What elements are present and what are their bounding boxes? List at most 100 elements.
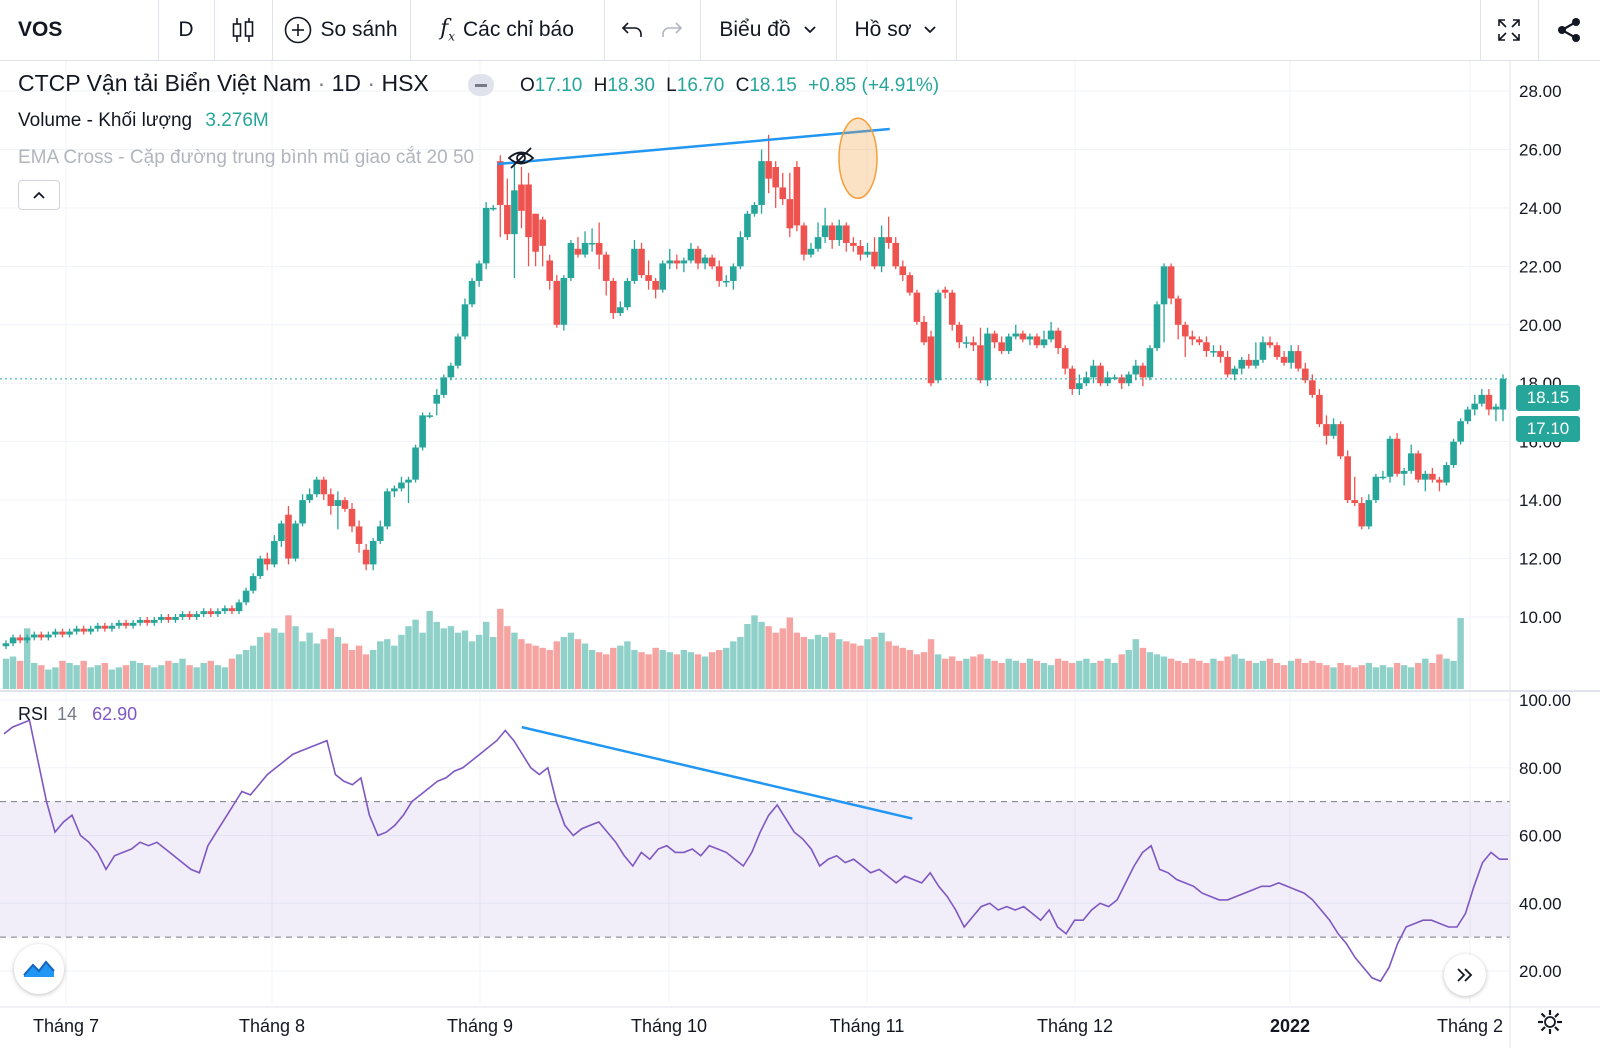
candle-body [143,619,151,623]
candle-body [320,479,328,495]
volume-bar [151,667,158,689]
candle-body [864,251,871,255]
volume-bar [1450,660,1457,689]
candle-body [504,204,511,235]
fullscreen-button[interactable] [1480,0,1538,60]
chart-type-button[interactable] [214,0,272,60]
l-value: 16.70 [676,75,725,96]
candle-body [666,260,674,264]
volume-bar [1076,660,1083,689]
volume-bar [949,656,956,689]
volume-bar [1153,654,1161,689]
volume-bar [1415,663,1422,689]
candle-body [263,558,271,565]
compare-button[interactable]: So sánh [272,0,410,60]
candle-body [1097,365,1104,384]
volume-bar [652,647,659,689]
volume-bar [1245,660,1252,689]
candle-body [292,523,299,559]
candle-body [779,187,787,200]
change-value: +0.85 (+4.91%) [808,75,940,96]
interval-button[interactable]: D [158,0,214,60]
volume-bar [821,637,829,689]
candle-body [588,242,596,245]
settings-button[interactable] [1536,1008,1564,1041]
candle-body [80,628,87,632]
collapse-legend-button[interactable] [18,180,60,210]
candle-body [1407,453,1415,471]
candle-body [45,634,52,638]
chevron-down-icon [924,26,937,34]
volume-bar [306,632,313,689]
c-value: 18.15 [749,75,797,96]
candle-body [1083,377,1090,384]
price-tick-label: 28.00 [1519,82,1562,101]
volume-bar [87,667,94,689]
time-tick-label: Tháng 11 [830,1016,905,1036]
volume-bar [1019,663,1027,689]
candle-body [1499,378,1507,410]
volume-bar [313,643,320,689]
profile-menu-button[interactable]: Hồ sơ [836,0,956,60]
volume-bar [1280,665,1288,689]
volume-bar [426,611,433,689]
candle-body [680,260,688,264]
volume-bar [285,615,292,689]
volume-bar [334,637,342,689]
volume-bar [1429,663,1436,689]
tradingview-logo-button[interactable] [14,944,64,994]
candle-body [602,254,610,281]
volume-bar [433,621,440,689]
share-icon [1558,18,1580,42]
volume-bar [1287,660,1295,689]
volume-bar [878,632,885,689]
volume-bar [9,656,17,689]
price-tick-label: 14.00 [1519,491,1562,510]
volume-bar [828,632,836,689]
hidden-eye-icon[interactable] [506,146,536,175]
candle-body [1450,441,1457,466]
volume-bar [814,634,822,689]
undo-button[interactable] [614,0,650,60]
volume-bar [115,667,123,689]
candle-body [52,631,59,635]
symbol-search[interactable]: VOS [18,0,158,60]
candle-body [906,275,914,293]
volume-bar [341,643,349,689]
volume-bar [1365,663,1373,689]
candle-body [327,494,335,506]
candle-body [1217,351,1224,357]
volume-bar [348,650,356,689]
redo-button[interactable] [654,0,690,60]
volume-bar [419,632,426,689]
candle-body [821,225,829,238]
candle-body [66,631,73,635]
candle-body [730,266,737,281]
indicators-button[interactable]: fx Các chỉ báo [410,0,604,60]
volume-bar [1224,656,1231,689]
chart-menu-button[interactable]: Biểu đồ [700,0,836,60]
candle-body [624,280,631,308]
scroll-to-realtime-button[interactable] [1444,954,1486,996]
candle-body [913,292,921,322]
share-button[interactable] [1538,0,1600,60]
candle-body [228,608,236,612]
candle-body [850,242,857,246]
volume-bar [377,641,384,689]
volume-bar [913,654,921,689]
volume-bar [38,665,45,689]
candle-body [1196,339,1203,343]
legend-collapse-dot[interactable] [468,74,494,96]
candle-body [334,500,342,506]
volume-bar [454,632,462,689]
time-tick-label: Tháng 7 [33,1016,99,1036]
candle-body [617,307,624,314]
volume-bar [1295,658,1302,689]
volume-bar [1422,658,1429,689]
candle-body [807,248,815,255]
price-chart[interactable]: 28.0026.0024.0022.0020.0018.0016.0014.00… [0,61,1600,1048]
volume-bar [391,645,398,689]
volume-bar [129,660,137,689]
volume-bar [327,628,335,689]
volume-bar [45,669,52,689]
